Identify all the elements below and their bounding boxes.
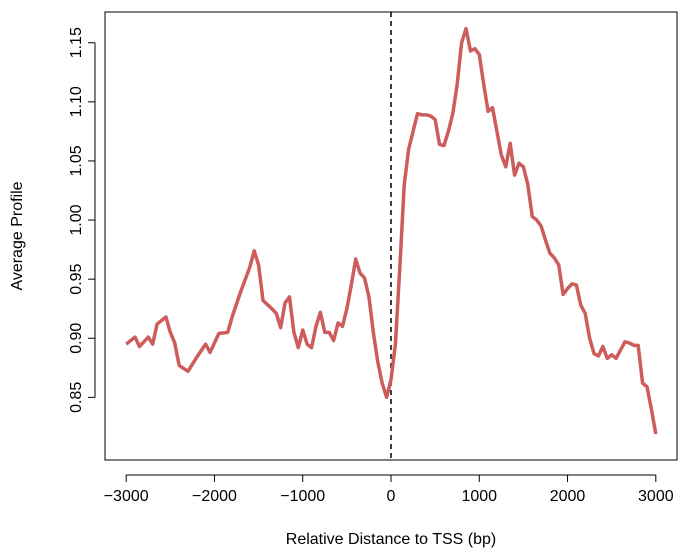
x-tick-label: 0 (387, 488, 396, 505)
x-tick-label: −1000 (280, 488, 325, 505)
x-tick-label: −3000 (104, 488, 149, 505)
y-tick-label: 0.85 (68, 382, 85, 413)
y-tick-label: 1.15 (68, 27, 85, 58)
x-axis-label: Relative Distance to TSS (bp) (286, 531, 496, 548)
y-tick-label: 0.95 (68, 263, 85, 294)
y-tick-label: 1.05 (68, 145, 85, 176)
y-axis-label: Average Profile (9, 181, 26, 290)
y-tick-label: 0.90 (68, 323, 85, 354)
x-tick-label: −2000 (192, 488, 237, 505)
y-tick-label: 1.10 (68, 86, 85, 117)
x-tick-label: 1000 (461, 488, 497, 505)
data-line (125, 26, 658, 435)
y-tick-label: 1.00 (68, 204, 85, 235)
x-tick-label: 2000 (550, 488, 586, 505)
x-tick-label: 3000 (638, 488, 674, 505)
